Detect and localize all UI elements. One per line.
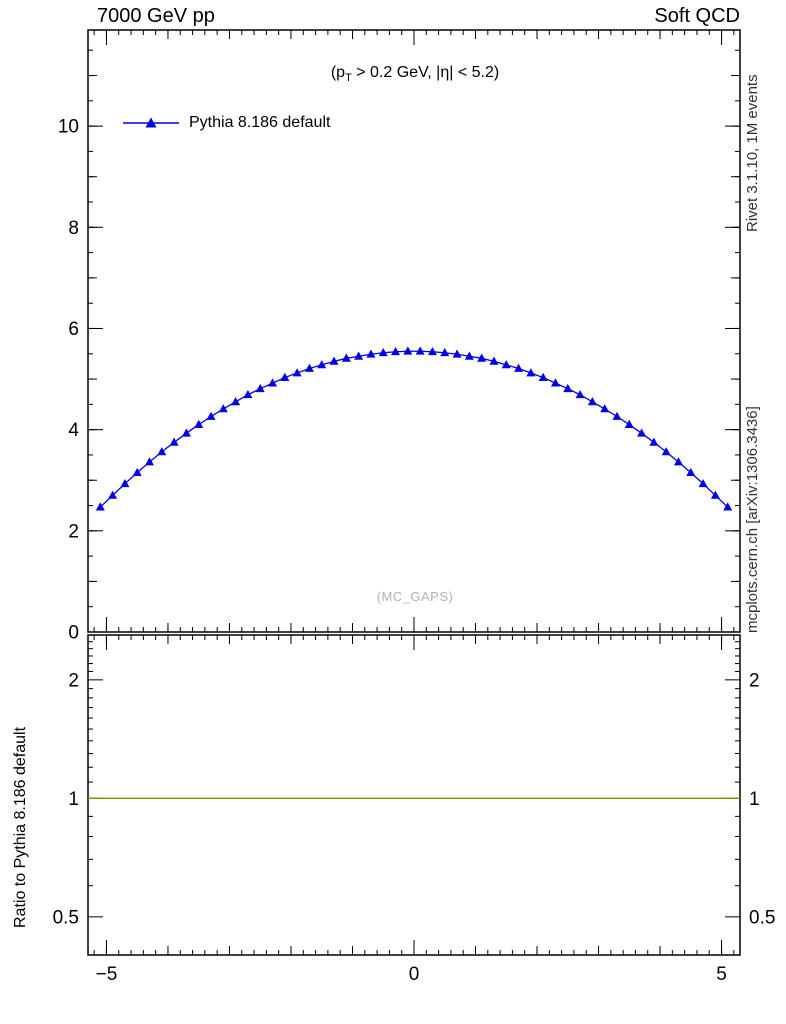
data-marker-triangle (317, 360, 327, 369)
legend-triangle-marker (145, 117, 157, 128)
data-marker-triangle (206, 411, 216, 420)
data-series-line (99, 350, 729, 508)
data-marker-triangle (661, 447, 671, 456)
data-marker-triangle (292, 368, 302, 377)
data-marker-triangle (304, 363, 314, 372)
data-marker-triangle (415, 346, 425, 355)
y-axis-tick-label: 6 (68, 319, 79, 340)
data-marker-triangle (698, 478, 708, 488)
data-marker-triangle (538, 372, 548, 381)
y-axis-tick-label: 2 (68, 521, 79, 542)
data-marker-triangle (132, 467, 142, 477)
data-marker-triangle (391, 346, 401, 356)
rivet-version-label: Rivet 3.1.10, 1M events (744, 74, 761, 232)
data-marker-triangle (157, 447, 167, 456)
ratio-tick-label-left: 2 (68, 670, 79, 691)
ratio-tick-label-right: 0.5 (749, 907, 775, 928)
data-marker-triangle (624, 419, 634, 428)
ratio-tick-label-left: 1 (68, 789, 79, 810)
data-marker-triangle (268, 378, 278, 387)
x-axis-tick-label: 5 (716, 964, 727, 985)
data-marker-triangle (649, 437, 659, 446)
data-marker-triangle (169, 437, 179, 446)
y-axis-tick-label: 4 (68, 420, 79, 441)
process-group-title: Soft QCD (654, 5, 740, 27)
data-marker-triangle (686, 467, 696, 477)
data-marker-triangle (378, 347, 388, 357)
data-marker-triangle (108, 490, 118, 499)
data-marker-triangle (587, 397, 597, 406)
data-marker-triangle (366, 349, 376, 358)
data-marker-triangle (637, 428, 647, 437)
legend-marker-icon (123, 117, 179, 128)
data-marker-triangle (563, 383, 573, 393)
cuts-annotation: (pT > 0.2 GeV, |η| < 5.2) (215, 64, 615, 84)
ratio-panel-frame (87, 634, 741, 956)
data-marker-triangle (526, 368, 536, 377)
data-marker-triangle (452, 349, 462, 358)
legend-entry-label: Pythia 8.186 default (189, 114, 331, 131)
beam-title: 7000 GeV pp (97, 5, 215, 27)
data-marker-triangle (243, 389, 253, 399)
data-marker-triangle (600, 404, 610, 413)
cuts-annotation-subscript: T (345, 72, 352, 84)
data-marker-triangle (575, 389, 585, 399)
legend: Pythia 8.186 default (122, 112, 330, 134)
analysis-watermark: (MC_GAPS) (376, 589, 454, 604)
data-marker-triangle (329, 356, 339, 365)
y-axis-tick-label: 8 (68, 218, 79, 239)
mcplots-arxiv-label: mcplots.cern.ch [arXiv:1306.3436] (744, 406, 761, 633)
data-marker-triangle (501, 360, 511, 369)
y-axis-tick-label: 10 (58, 117, 79, 138)
data-marker-triangle (710, 490, 720, 499)
ratio-tick-label-left: 0.5 (53, 907, 79, 928)
x-axis-tick-label: −5 (96, 964, 118, 985)
y-axis-tick-label: 0 (68, 623, 79, 644)
data-marker-triangle (427, 346, 437, 356)
data-marker-triangle (489, 356, 499, 365)
data-marker-triangle (723, 502, 733, 511)
ratio-tick-label-right: 2 (749, 670, 760, 691)
data-marker-triangle (218, 404, 228, 413)
data-marker-triangle (120, 478, 130, 488)
data-marker-triangle (440, 347, 450, 357)
ratio-tick-label-right: 1 (749, 789, 760, 810)
data-marker-triangle (612, 411, 622, 420)
data-marker-triangle (354, 351, 364, 360)
data-marker-triangle (280, 372, 290, 381)
data-marker-triangle (95, 502, 105, 511)
ratio-axis-title: Ratio to Pythia 8.186 default (12, 726, 29, 928)
x-axis-tick-label: 0 (409, 964, 420, 985)
data-marker-triangle (477, 353, 487, 362)
data-marker-triangle (550, 378, 560, 387)
data-marker-triangle (255, 383, 265, 393)
data-marker-triangle (181, 428, 191, 437)
data-marker-triangle (231, 397, 241, 406)
data-marker-triangle (673, 457, 683, 466)
data-marker-triangle (403, 346, 413, 355)
cuts-annotation-suffix: > 0.2 GeV, |η| < 5.2) (351, 64, 500, 81)
data-marker-triangle (464, 351, 474, 360)
data-marker-triangle (514, 363, 524, 372)
data-marker-triangle (341, 353, 351, 362)
data-marker-triangle (194, 419, 204, 428)
cuts-annotation-prefix: (p (330, 64, 346, 81)
data-marker-triangle (145, 457, 155, 466)
